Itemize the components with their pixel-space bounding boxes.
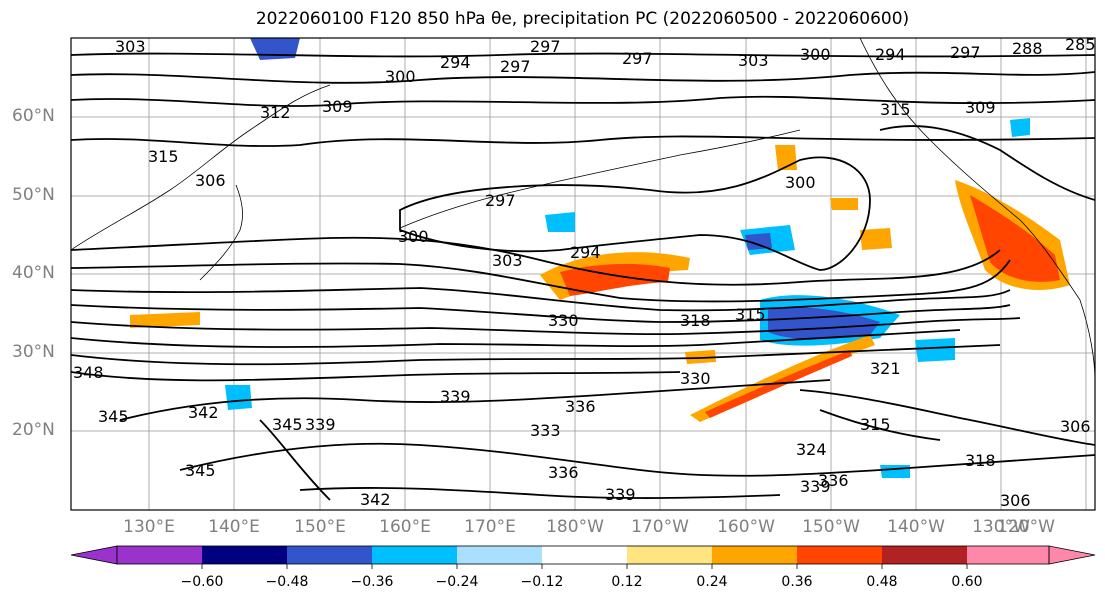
colorbar-tick-label: −0.48 (265, 574, 309, 590)
contour-label: 303 (738, 51, 769, 70)
coastlines (71, 38, 1095, 381)
contour-label: 342 (360, 490, 391, 509)
contour-label: 339 (605, 485, 636, 504)
colorbar-tick-label: −0.12 (520, 574, 564, 590)
contour-label: 300 (398, 227, 429, 246)
gridlines (71, 38, 1095, 510)
contour-label: 321 (870, 359, 901, 378)
contour-label: 312 (260, 103, 291, 122)
contour-label: 315 (735, 305, 766, 324)
contour-label: 303 (115, 37, 146, 56)
colorbar-segment (1048, 545, 1096, 565)
contour-label: 309 (965, 98, 996, 117)
longitude-label: 140°W (887, 517, 945, 537)
longitude-label: 150°E (294, 517, 346, 537)
contour-label: 339 (800, 477, 831, 496)
contour-label: 336 (565, 397, 596, 416)
contour-label: 330 (680, 369, 711, 388)
contour-label: 318 (965, 451, 996, 470)
contour-label: 333 (530, 421, 561, 440)
latitude-label: 30°N (12, 342, 55, 362)
longitude-label: 130°W (972, 517, 1030, 537)
colorbar (70, 545, 1096, 569)
longitude-label: 160°E (379, 517, 431, 537)
contour-label: 315 (880, 100, 911, 119)
longitude-label: 120°W (997, 517, 1055, 537)
contour-label: 297 (485, 191, 516, 210)
contour-label: 297 (622, 49, 653, 68)
colorbar-tick-label: 0.24 (696, 574, 728, 590)
contour-label: 288 (1012, 39, 1043, 58)
contour-label: 315 (860, 415, 891, 434)
colorbar-segment (457, 546, 542, 564)
longitude-label: 160°W (717, 517, 775, 537)
colorbar-segment (287, 546, 372, 564)
contour-label: 324 (796, 440, 827, 459)
contour-label: 285 (1065, 35, 1096, 54)
contour-label: 342 (188, 403, 219, 422)
latitude-label: 20°N (12, 420, 55, 440)
contour-label: 339 (305, 415, 336, 434)
contour-label: 306 (1060, 417, 1091, 436)
colorbar-segment (202, 546, 287, 564)
contour-label: 300 (785, 173, 816, 192)
latitude-label: 60°N (12, 106, 55, 126)
colorbar-segment (797, 546, 882, 564)
colorbar-segment (882, 546, 967, 564)
colorbar-segment (967, 546, 1049, 564)
colorbar-tick-label: 0.48 (866, 574, 898, 590)
contour-label: 315 (148, 147, 179, 166)
contour-labels: 303 300 294 297 297 297 303 300 294 297 … (73, 35, 1096, 510)
contour-label: 300 (385, 67, 416, 86)
theta-e-contours (71, 52, 1095, 501)
longitude-label: 140°E (208, 517, 260, 537)
contour-label: 336 (548, 463, 579, 482)
colorbar-segment (542, 546, 627, 564)
colorbar-tick-label: −0.60 (180, 574, 224, 590)
colorbar-tick-label: −0.24 (435, 574, 479, 590)
latitude-label: 50°N (12, 185, 55, 205)
contour-label: 345 (98, 407, 129, 426)
contour-label: 336 (818, 471, 849, 490)
longitude-label: 170°E (464, 517, 516, 537)
colorbar-segment (70, 545, 118, 565)
map-title: 2022060100 F120 850 hPa θe, precipitatio… (255, 9, 910, 29)
contour-label: 306 (1000, 491, 1031, 510)
contour-label: 345 (185, 461, 216, 480)
colorbar-tick-label: 0.12 (611, 574, 643, 590)
contour-label: 294 (570, 243, 601, 262)
longitude-label: 170°W (631, 517, 689, 537)
contour-label: 348 (73, 363, 104, 382)
contour-label: 330 (548, 311, 579, 330)
longitude-label: 180°W (546, 517, 604, 537)
colorbar-segment (117, 546, 202, 564)
contour-label: 309 (322, 97, 353, 116)
longitude-label: 150°W (802, 517, 860, 537)
contour-label: 294 (875, 45, 906, 64)
contour-label: 294 (440, 53, 471, 72)
longitude-label: 130°E (123, 517, 175, 537)
contour-label: 297 (950, 43, 981, 62)
contour-label: 339 (440, 387, 471, 406)
contour-label: 345 (272, 415, 303, 434)
map-frame (70, 37, 1096, 511)
colorbar-tick-label: 0.36 (781, 574, 813, 590)
contour-label: 318 (680, 311, 711, 330)
colorbar-tick-label: 0.60 (951, 574, 983, 590)
colorbar-segment (627, 546, 712, 564)
colorbar-tick-label: −0.36 (350, 574, 394, 590)
colorbar-segment (712, 546, 797, 564)
latitude-label: 40°N (12, 263, 55, 283)
contour-label: 306 (195, 171, 226, 190)
colorbar-segment (372, 546, 457, 564)
contour-label: 303 (492, 251, 523, 270)
contour-label: 300 (800, 45, 831, 64)
contour-label: 297 (500, 57, 531, 76)
contour-label: 297 (530, 37, 561, 56)
